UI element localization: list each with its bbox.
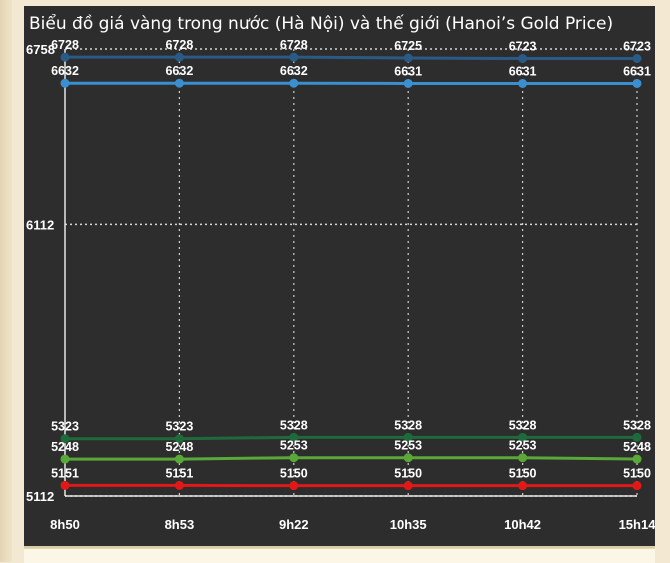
data-label: 6631	[509, 64, 537, 78]
data-label: 6728	[280, 38, 308, 52]
data-label: 5150	[280, 467, 308, 481]
data-point	[175, 79, 184, 88]
data-label: 5248	[165, 440, 193, 454]
data-label: 5328	[394, 418, 422, 432]
data-label: 5248	[51, 440, 79, 454]
data-point	[175, 53, 184, 62]
x-tick-label: 9h22	[279, 517, 309, 532]
data-point	[289, 453, 298, 462]
data-label: 5253	[280, 439, 308, 453]
x-tick-label: 8h53	[165, 517, 195, 532]
data-point	[633, 54, 642, 63]
data-label: 5253	[394, 439, 422, 453]
gold-price-chart: Biểu đồ giá vàng trong nước (Hà Nội) và …	[24, 6, 655, 546]
series-layer	[61, 53, 642, 491]
data-label: 5150	[623, 467, 651, 481]
data-point	[175, 481, 184, 490]
page-edge	[0, 0, 12, 562]
data-label: 6723	[509, 40, 537, 54]
chart-title: Biểu đồ giá vàng trong nước (Hà Nội) và …	[29, 13, 613, 34]
data-label: 5328	[509, 418, 537, 432]
x-tick-label: 10h35	[390, 517, 427, 532]
data-point	[404, 481, 413, 490]
x-tick-label: 10h42	[504, 517, 541, 532]
y-tick-label: 5112	[26, 489, 54, 504]
series-line-3	[65, 458, 637, 459]
data-point	[633, 481, 642, 490]
axes	[65, 49, 637, 496]
data-point	[61, 455, 70, 464]
data-labels: 6728 6728 6728 6725 6723 6723 6632 6632 6632 6631…	[51, 38, 651, 481]
data-label: 6728	[165, 38, 193, 52]
data-point	[518, 79, 527, 88]
data-point	[518, 54, 527, 63]
data-label: 5150	[509, 467, 537, 481]
data-label: 6728	[51, 38, 79, 52]
data-label: 6631	[623, 64, 651, 78]
data-point	[289, 481, 298, 490]
data-point	[61, 53, 70, 62]
data-point	[289, 53, 298, 62]
data-label: 5323	[165, 420, 193, 434]
data-point	[633, 79, 642, 88]
data-label: 6632	[280, 64, 308, 78]
grid-lines	[65, 49, 637, 496]
x-tick-labels: 8h50 8h53 9h22 10h35 10h42 15h14	[50, 517, 655, 532]
data-point	[61, 481, 70, 490]
data-label: 6631	[394, 64, 422, 78]
x-tick-label: 15h14	[619, 517, 655, 532]
data-label: 6632	[51, 64, 79, 78]
data-point	[61, 79, 70, 88]
data-label: 5253	[509, 439, 537, 453]
data-label: 5248	[623, 440, 651, 454]
data-point	[518, 481, 527, 490]
x-tick-label: 8h50	[50, 517, 80, 532]
series-line-2	[65, 437, 637, 438]
data-point	[175, 455, 184, 464]
data-label: 5150	[394, 467, 422, 481]
data-point	[289, 79, 298, 88]
data-label: 5328	[280, 418, 308, 432]
data-label: 5151	[51, 466, 79, 480]
data-label: 5328	[623, 418, 651, 432]
data-label: 5323	[51, 420, 79, 434]
data-point	[404, 53, 413, 62]
content-below	[24, 548, 655, 563]
data-label: 6632	[165, 64, 193, 78]
data-point	[633, 455, 642, 464]
data-point	[404, 453, 413, 462]
y-tick-label: 6112	[26, 217, 54, 232]
data-label: 5151	[165, 466, 193, 480]
data-point	[404, 79, 413, 88]
data-point	[518, 453, 527, 462]
data-label: 6723	[623, 40, 651, 54]
series-line-0	[65, 57, 637, 58]
data-label: 6725	[394, 39, 422, 53]
